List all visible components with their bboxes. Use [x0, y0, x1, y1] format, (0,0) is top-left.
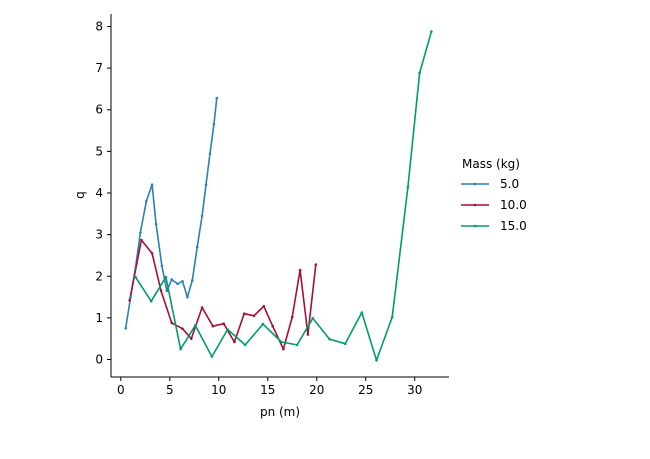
data-point [226, 328, 229, 331]
y-tick-label: 6 [95, 103, 103, 117]
data-point [179, 347, 182, 351]
data-point [211, 324, 215, 328]
data-point [375, 359, 378, 362]
data-point [298, 268, 302, 272]
data-point [261, 322, 265, 326]
data-point [314, 263, 318, 266]
legend-marker [473, 224, 477, 228]
data-point [252, 314, 256, 318]
x-tick-label: 5 [166, 383, 174, 397]
legend-items: 5.0 10.0 15.0 [461, 177, 527, 233]
x-ticks: 0 5 10 15 20 25 30 [117, 377, 422, 397]
legend-item: 5.0 [461, 177, 519, 191]
legend: Mass (kg) 5.0 10.0 15.0 [461, 157, 527, 233]
axes [110, 14, 449, 378]
data-point [128, 299, 131, 302]
series-line-10.0 [128, 239, 317, 350]
data-point [134, 266, 137, 270]
y-tick-label: 0 [95, 353, 103, 367]
data-point [242, 312, 246, 316]
data-point [204, 183, 208, 186]
data-point [306, 333, 310, 336]
series-markers [124, 30, 433, 362]
legend-title: Mass (kg) [462, 157, 520, 171]
y-tick-label: 7 [95, 61, 103, 75]
data-point [290, 315, 294, 319]
y-tick-label: 3 [95, 228, 103, 242]
data-point [233, 340, 236, 344]
data-point [195, 245, 199, 249]
x-tick-label: 0 [117, 383, 125, 397]
data-point [164, 275, 168, 279]
legend-label: 10.0 [500, 198, 527, 212]
data-point [154, 222, 158, 226]
series-lines [124, 31, 433, 362]
data-point [186, 295, 189, 299]
data-point [222, 322, 225, 326]
data-point [280, 340, 283, 344]
data-point [360, 311, 364, 314]
y-tick-label: 2 [95, 269, 103, 283]
data-point [215, 96, 219, 100]
data-point [150, 252, 154, 255]
data-point [295, 343, 299, 347]
data-point [311, 317, 315, 320]
data-point [212, 123, 216, 126]
data-point [129, 295, 132, 299]
data-point [159, 289, 163, 293]
data-point [124, 327, 127, 330]
data-point [343, 342, 347, 346]
y-axis-label: q [73, 191, 87, 199]
y-tick-label: 1 [95, 311, 103, 325]
y-ticks: 0 1 2 3 4 5 6 7 8 [95, 19, 111, 367]
data-point [145, 200, 148, 203]
legend-marker [473, 203, 477, 207]
data-point [170, 321, 173, 325]
legend-label: 5.0 [500, 177, 519, 191]
data-point [194, 324, 197, 327]
series-line-5.0 [124, 98, 218, 329]
data-point [149, 299, 153, 303]
data-point [262, 304, 266, 308]
data-point [140, 238, 143, 242]
data-point [418, 71, 421, 75]
data-point [282, 347, 285, 351]
legend-item: 10.0 [461, 198, 527, 212]
legend-label: 15.0 [500, 219, 527, 233]
data-point [390, 315, 394, 319]
y-tick-label: 4 [95, 186, 103, 200]
y-tick-label: 8 [95, 19, 103, 33]
x-tick-label: 15 [260, 383, 275, 397]
data-point [139, 231, 142, 234]
data-point [134, 275, 137, 279]
data-point [190, 337, 193, 341]
x-axis-label: pn (m) [260, 405, 300, 419]
data-point [191, 279, 194, 282]
data-point [181, 280, 184, 283]
data-point [430, 30, 433, 33]
legend-marker [473, 182, 477, 186]
data-point [170, 278, 173, 281]
data-point [200, 214, 204, 218]
y-tick-label: 5 [95, 144, 103, 158]
data-point [271, 324, 275, 328]
x-tick-label: 25 [358, 383, 373, 397]
data-point [328, 337, 331, 341]
series-line-15.0 [134, 31, 433, 362]
data-point [181, 327, 184, 331]
data-point [243, 343, 247, 347]
data-point [406, 185, 410, 189]
data-point [208, 152, 212, 155]
data-point [176, 282, 179, 286]
legend-item: 15.0 [461, 219, 527, 233]
x-tick-label: 20 [309, 383, 324, 397]
data-point [160, 264, 164, 268]
data-point [200, 306, 204, 309]
data-point [165, 289, 169, 293]
data-point [210, 355, 214, 358]
data-point [150, 183, 154, 186]
x-tick-label: 30 [407, 383, 422, 397]
x-tick-label: 10 [211, 383, 226, 397]
